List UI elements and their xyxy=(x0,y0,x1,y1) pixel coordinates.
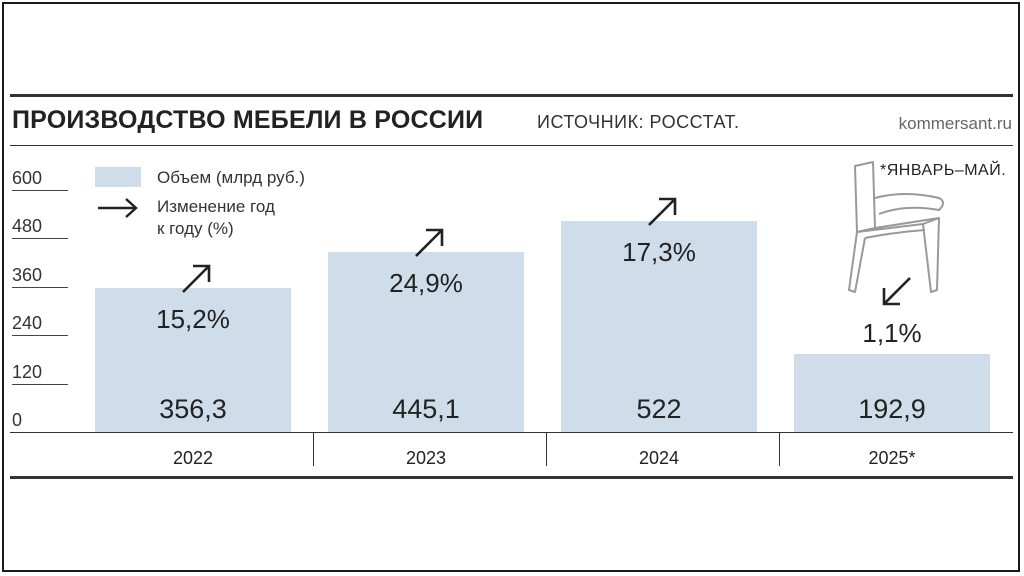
category-separator xyxy=(546,433,547,466)
bar-value-label: 192,9 xyxy=(858,394,926,424)
bar-2022 xyxy=(95,288,291,432)
x-category-label: 2024 xyxy=(638,448,680,468)
change-percent-label: 1,1% xyxy=(862,318,922,349)
bottom-rule xyxy=(10,476,1013,479)
y-tick-line xyxy=(12,190,68,191)
y-tick-label: 480 xyxy=(12,216,43,237)
y-tick-line xyxy=(12,383,68,385)
bar-value-label: 356,3 xyxy=(159,394,227,424)
arrow-down-left-icon xyxy=(882,277,911,306)
x-category-label: 2023 xyxy=(405,448,447,468)
legend-change-label-2: к году (%) xyxy=(157,219,234,238)
x-category-label: 2025* xyxy=(868,448,916,468)
chart-title: ПРОИЗВОДСТВО МЕБЕЛИ В РОССИИ xyxy=(12,106,484,134)
arrow-up-right-icon xyxy=(415,229,444,258)
legend-change-label-1: Изменение год xyxy=(157,197,275,216)
y-tick-label: 360 xyxy=(12,264,43,285)
legend-arrow-icon xyxy=(98,198,138,218)
bar-2024 xyxy=(561,221,757,432)
legend-volume-swatch xyxy=(95,167,141,187)
armchair-icon xyxy=(848,161,944,293)
arrow-up-right-icon xyxy=(182,264,211,294)
y-tick-label: 600 xyxy=(12,168,43,188)
y-tick-line xyxy=(12,238,68,240)
bar-value-label: 522 xyxy=(636,394,682,424)
source-label: ИСТОЧНИК: РОССТАТ. xyxy=(537,112,740,132)
category-separator xyxy=(313,433,314,466)
footnote-label: *ЯНВАРЬ–МАЙ. xyxy=(880,162,1007,179)
category-separator xyxy=(779,433,780,466)
bar-2025 xyxy=(794,354,990,432)
x-category-label: 2022 xyxy=(172,448,214,468)
legend-volume-label: Объем (млрд руб.) xyxy=(157,168,305,187)
change-percent-label: 17,3% xyxy=(622,237,696,268)
header-rule xyxy=(10,145,1013,146)
site-label: kommersant.ru xyxy=(898,114,1012,133)
change-percent-label: 15,2% xyxy=(156,304,230,335)
y-tick-line xyxy=(12,335,68,337)
bar-value-label: 445,1 xyxy=(392,394,460,424)
bar-2023 xyxy=(328,252,524,432)
change-percent-label: 24,9% xyxy=(389,268,463,299)
y-tick-label: 240 xyxy=(12,313,43,334)
y-tick-label: 0 xyxy=(12,410,23,430)
y-tick-label: 120 xyxy=(12,361,43,382)
y-tick-line xyxy=(12,286,68,288)
top-rule xyxy=(10,94,1013,97)
arrow-up-right-icon xyxy=(648,198,677,227)
x-axis-baseline xyxy=(10,432,1013,433)
